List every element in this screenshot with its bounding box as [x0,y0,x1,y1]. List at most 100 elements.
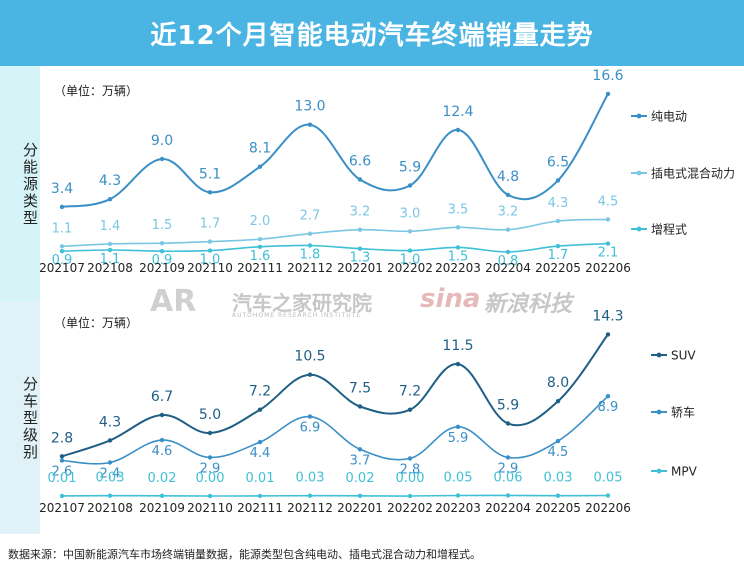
data-point [107,460,113,465]
data-point [207,239,213,244]
data-label: 2.0 [250,214,271,229]
data-label: 4.6 [152,444,173,459]
data-label: 7.2 [249,384,271,400]
autohome-en: AUTOHOME RESEARCH INSTITUTE [232,312,362,319]
data-label: 0.05 [594,471,623,486]
data-point [307,243,313,248]
data-label: 2.9 [200,461,221,476]
legend-label: 插电式混合动力 [651,166,735,181]
data-point [505,455,511,460]
legend-marker [636,170,642,176]
data-label: 0.05 [444,471,473,486]
data-label: 1.0 [200,253,221,268]
data-label: 3.0 [400,206,421,221]
data-point [257,237,263,242]
x-tick-label: 202201 [337,261,383,275]
autohome-cn: 汽车之家研究院 [232,291,372,315]
data-point [407,229,413,234]
x-tick-label: 202205 [535,261,581,275]
sina-cn: 新浪科技 [484,292,573,317]
data-label: 0.03 [96,471,125,486]
data-label: 1.8 [300,248,321,263]
legend-marker [656,409,662,415]
x-tick-label: 202204 [485,261,531,275]
data-label: 0.01 [246,471,275,486]
data-label: 1.3 [350,251,371,266]
series-line-MPV [61,494,609,497]
legend-marker [656,352,662,358]
data-label: 0.00 [396,471,425,486]
data-label: 1.1 [100,252,121,267]
data-label: 0.02 [148,471,177,486]
data-point [207,190,213,195]
x-tick-label: 202201 [337,501,383,515]
data-label: 2.9 [498,461,519,476]
x-tick-label: 202112 [287,261,333,275]
data-point [407,456,413,461]
data-label: 1.5 [448,249,469,264]
data-point [59,249,65,254]
data-point [59,454,65,459]
chart-energy-type: 3.4 4.3 9.0 5.1 8.1 13.0 6.6 5.9 12.4 4.8 6.5 16.6 纯… [39,68,735,275]
data-point [555,399,561,404]
sina-logo: sina [420,284,481,314]
title-bar: 近12个月智能电动汽车终端销量走势 [0,0,744,66]
data-point [257,493,263,499]
data-label: 3.5 [448,202,469,217]
data-point [407,493,413,499]
side-panel-vehicle-class: 分车型级别 [0,302,40,534]
data-point [555,438,561,444]
data-point [207,455,213,460]
data-label: 0.9 [52,253,73,268]
data-label: 0.02 [346,471,375,486]
data-label: 1.6 [250,249,271,264]
x-tick-label: 202202 [387,501,433,515]
data-point [555,243,561,249]
data-label: 0.06 [494,470,523,485]
series-line-插电式混合动力 [61,218,609,248]
data-label: 2.8 [400,462,421,477]
x-tick-label: 202107 [39,501,85,515]
page-title: 近12个月智能电动汽车终端销量走势 [150,20,594,51]
data-point [257,164,263,169]
data-label: 0.03 [296,471,325,486]
data-point [357,177,363,182]
data-point [207,430,213,436]
legend-marker [636,113,642,119]
data-label: 4.5 [548,445,569,460]
x-tick-label: 202109 [139,261,185,275]
data-label: 8.1 [249,141,271,157]
data-point [357,447,363,452]
data-label: 14.3 [592,308,623,324]
data-label: 4.3 [99,173,121,189]
data-point [159,156,165,162]
data-point [107,197,113,202]
data-point [555,218,561,224]
x-tick-label: 202202 [387,261,433,275]
data-point [505,227,511,232]
x-tick-label: 202203 [435,501,481,515]
data-point [207,248,213,253]
data-point [107,493,113,498]
data-point [257,439,263,445]
x-tick-label: 202107 [39,261,85,275]
data-label: 1.7 [548,248,569,263]
data-point [107,438,113,443]
data-label: 0.8 [498,254,519,269]
data-point [307,372,313,377]
data-point [59,493,65,499]
data-label: 6.6 [349,154,371,170]
x-tick-label: 202111 [237,501,283,515]
data-point [357,493,363,498]
side-label-vehicle-class: 分车型级别 [21,375,39,461]
data-point [605,91,611,97]
series-line-SUV [61,333,609,458]
data-point [407,407,413,412]
autohome-logo: AR [150,284,197,319]
data-label: 5.9 [448,431,469,446]
data-label: 1.0 [400,253,421,268]
series-line-增程式 [61,242,609,253]
legend-marker [636,226,642,232]
legend-label: 纯电动 [651,110,687,124]
